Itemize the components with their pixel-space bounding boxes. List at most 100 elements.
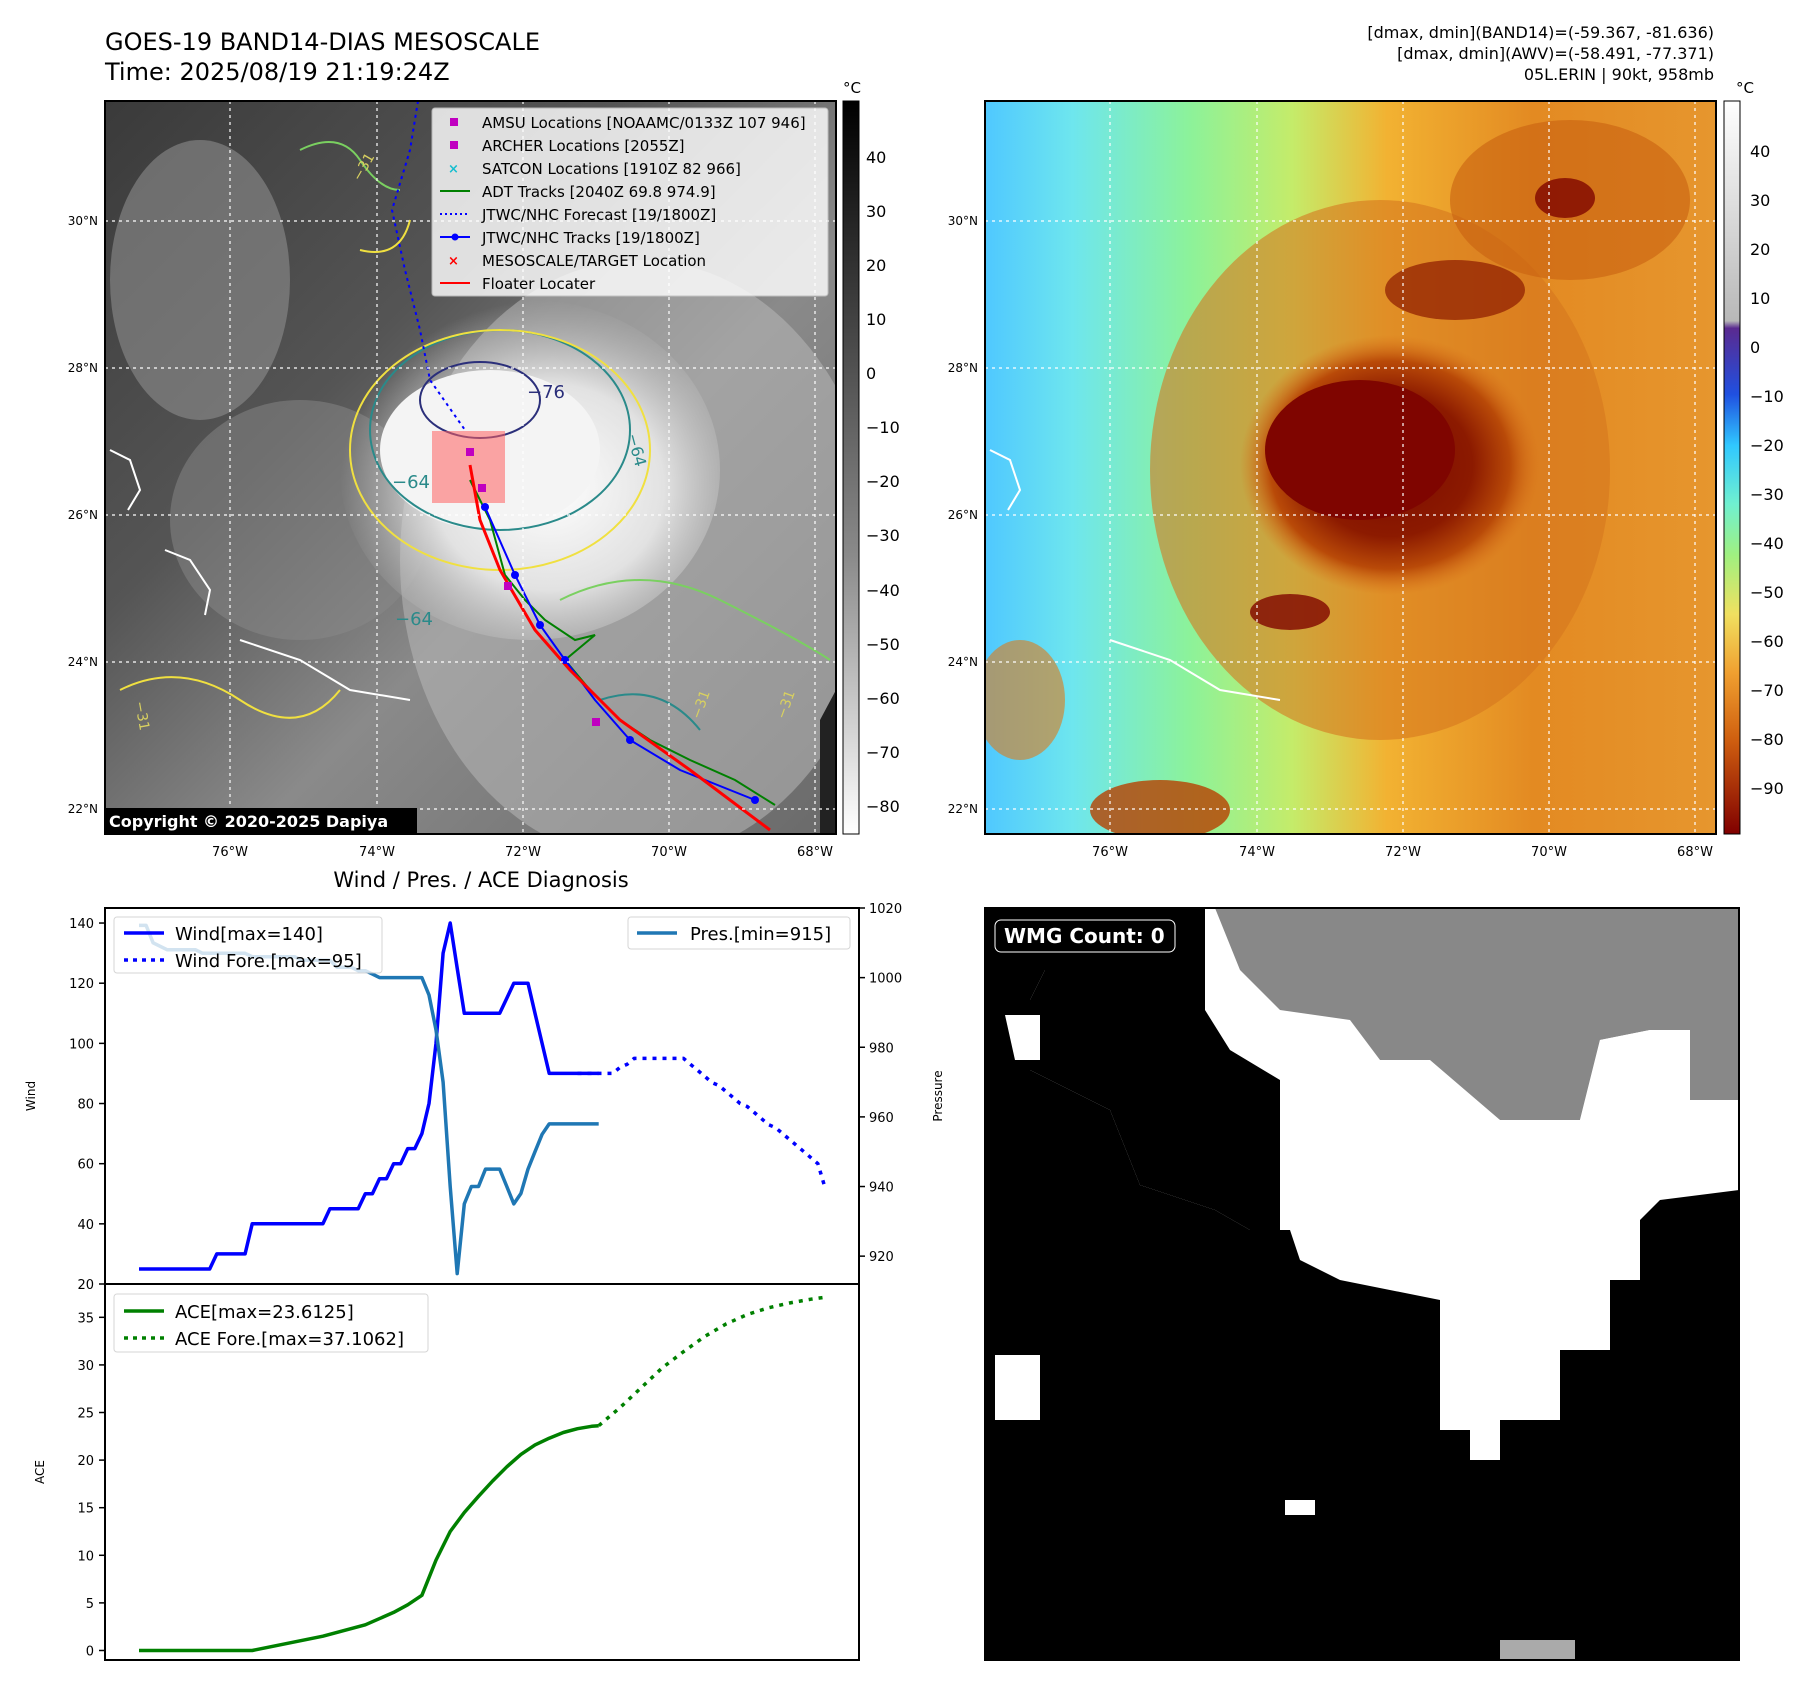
stats-storm: 05L.ERIN | 90kt, 958mb [1524,65,1714,84]
series-wind [139,921,599,1271]
legend-amsu: AMSU Locations [NOAAMC/0133Z 107 946] [482,114,806,132]
pressure-tick-label: 920 [869,1250,894,1265]
ace-tick-label: 25 [77,1407,94,1422]
awv-colorbar-tick: −40 [1750,534,1784,553]
lat-label: 24°N [948,655,978,669]
lon-label: 76°W [212,845,248,860]
lon-label: 74°W [359,845,395,860]
wind-tick-label: 120 [69,977,94,992]
ir-colorbar: °C 40 30 20 10 0 −10 −20 −30 −40 −50 −60… [842,79,900,835]
ir-colorbar-tick: −50 [866,635,900,654]
awv-colorbar-tick: −50 [1750,583,1784,602]
ace-tick-label: 10 [77,1549,94,1564]
diagnosis-title: Wind / Pres. / ACE Diagnosis [333,868,628,892]
ace-tick-label: 5 [86,1597,94,1612]
pressure-tick-label: 940 [869,1181,894,1196]
awv-colorbar-tick: −30 [1750,485,1784,504]
awv-colorbar-tick: 20 [1750,240,1770,259]
series-wind-fore [577,1056,827,1189]
pressure-axis-label: Pressure [931,1070,945,1121]
ir-colorbar-tick: 0 [866,364,876,383]
lat-label: 28°N [68,361,98,375]
ir-colorbar-tick: 10 [866,310,886,329]
ir-colorbar-tick: −20 [866,472,900,491]
ir-colorbar-tick: −60 [866,689,900,708]
lon-label: 68°W [1677,845,1713,860]
legend-satcon: SATCON Locations [1910Z 82 966] [482,160,741,178]
wind-tick-label: 60 [77,1158,94,1173]
ir-colorbar-tick: 30 [866,202,886,221]
lat-label: 22°N [68,802,98,816]
awv-colorbar-tick: −70 [1750,681,1784,700]
lat-label: 30°N [68,214,98,228]
legend-nhc-tracks: JTWC/NHC Tracks [19/1800Z] [481,229,700,247]
ace-legend: ACE[max=23.6125] ACE Fore.[max=37.1062] [113,1293,429,1353]
legend-wind: Wind[max=140] [175,924,323,945]
awv-map-panel: 30°N 28°N 26°N 24°N 22°N 76°W 74°W 72°W … [948,100,1717,860]
awv-colorbar-tick: 30 [1750,191,1770,210]
awv-colorbar-unit: °C [1736,79,1754,97]
wmg-count-label: WMG Count: 0 [1004,924,1165,948]
legend-mesoscale: MESOSCALE/TARGET Location [482,252,706,270]
ace-tick-label: 0 [86,1644,94,1659]
wind-tick-label: 20 [77,1278,94,1293]
lon-label: 74°W [1239,845,1275,860]
contour-label: −76 [527,382,565,403]
contour-label: −64 [392,472,430,493]
ir-colorbar-tick: −40 [866,581,900,600]
wind-legend: Wind[max=140] Wind Fore.[max=95] [113,916,383,974]
ir-colorbar-tick: −30 [866,526,900,545]
floater-track [468,464,771,832]
pressure-tick-label: 980 [869,1041,894,1056]
wind-pressure-chart: Wind / Pres. / ACE Diagnosis 20 40 60 80 100… [24,868,945,1293]
awv-colorbar-tick: 0 [1750,338,1760,357]
wind-axis-label: Wind [24,1081,38,1111]
lon-label: 72°W [505,845,541,860]
pressure-tick-label: 1000 [869,972,902,987]
ir-colorbar-unit: °C [843,79,861,97]
legend-floater: Floater Locater [482,275,596,293]
ace-tick-label: 20 [77,1454,94,1469]
copyright-label: Copyright © 2020-2025 Dapiya [109,812,388,831]
ace-tick-label: 15 [77,1502,94,1517]
pressure-legend: Pres.[min=915] [627,916,851,950]
lat-label: 22°N [948,802,978,816]
legend-adt: ADT Tracks [2040Z 69.8 974.9] [482,183,716,201]
contour-label: −64 [395,609,433,630]
wmg-panel: WMG Count: 0 [984,907,1740,1661]
legend-pressure: Pres.[min=915] [690,924,831,945]
stats-awv: [dmax, dmin](AWV)=(-58.491, -77.371) [1397,44,1714,63]
lon-label: 70°W [1531,845,1567,860]
ace-tick-label: 35 [77,1311,94,1326]
awv-colorbar-tick: 40 [1750,142,1770,161]
legend-archer: ARCHER Locations [2055Z] [482,137,685,155]
awv-colorbar-tick: −60 [1750,632,1784,651]
lat-label: 30°N [948,214,978,228]
stats-band14: [dmax, dmin](BAND14)=(-59.367, -81.636) [1367,23,1714,42]
awv-colorbar-tick: −20 [1750,436,1784,455]
wind-tick-label: 140 [69,917,94,932]
lon-label: 72°W [1385,845,1421,860]
lon-label: 68°W [797,845,833,860]
svg-text:×: × [448,254,459,269]
series-ace [139,1423,599,1653]
wind-tick-label: 40 [77,1218,94,1233]
figure-time: Time: 2025/08/19 21:19:24Z [104,58,450,86]
ace-axis-label: ACE [33,1460,47,1484]
legend-wind-fore: Wind Fore.[max=95] [175,951,362,972]
ir-colorbar-tick: −10 [866,418,900,437]
lon-label: 76°W [1092,845,1128,860]
awv-colorbar: °C 40 30 20 10 0 −10 −20 −30 −40 −50 −60… [1723,79,1784,835]
wind-tick-label: 80 [77,1098,94,1113]
ir-colorbar-tick: 40 [866,148,886,167]
ir-map-panel: −76 −64 −64 −64 −31 −31 −31 −31 × [68,100,837,860]
awv-colorbar-tick: −90 [1750,779,1784,798]
svg-text:×: × [448,162,459,177]
lat-label: 28°N [948,361,978,375]
series-ace-fore [597,1295,826,1428]
wind-tick-label: 100 [69,1037,94,1052]
pressure-tick-label: 960 [869,1111,894,1126]
ace-tick-label: 30 [77,1359,94,1374]
awv-colorbar-tick: −80 [1750,730,1784,749]
